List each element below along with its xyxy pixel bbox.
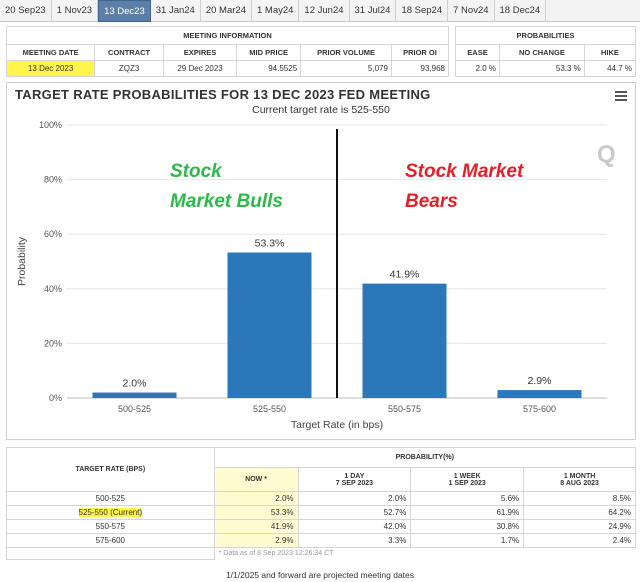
data-label: 2.0% <box>123 378 147 390</box>
col-no-change: NO CHANGE <box>499 44 585 61</box>
expires-value: 29 Dec 2023 <box>162 60 238 77</box>
hike-value: 44.7 % <box>583 60 637 77</box>
col-ease: EASE <box>454 44 501 61</box>
tab-31-jul24[interactable]: 31 Jul24 <box>350 0 397 22</box>
bar <box>362 283 447 398</box>
bears-line-1: Stock Market <box>405 161 524 182</box>
col-contract: CONTRACT <box>94 44 164 61</box>
one-day-cell: 2.0% <box>297 491 412 506</box>
col-now: NOW * <box>213 467 299 492</box>
prior-oi-value: 93,968 <box>390 60 450 77</box>
one-month-cell: 2.4% <box>523 533 636 548</box>
one-week-cell: 1.7% <box>410 533 525 548</box>
tab-12-jun24[interactable]: 12 Jun24 <box>299 0 350 22</box>
col-probability-group: PROBABILITY(%) <box>213 447 637 468</box>
table-row: 525-550 (Current) 53.3% 52.7% 61.9% 64.2% <box>6 505 636 520</box>
bears-line-2: Bears <box>405 191 458 212</box>
data-label: 2.9% <box>528 375 552 387</box>
y-axis-title: Probability <box>16 236 28 286</box>
tab-20-sep23[interactable]: 20 Sep23 <box>0 0 52 22</box>
table-row: 575-600 2.9% 3.3% 1.7% 2.4% <box>6 533 636 548</box>
footer-note: 1/1/2025 and forward are projected meeti… <box>225 570 415 580</box>
one-month-cell: 8.5% <box>523 491 636 506</box>
one-week-cell: 30.8% <box>410 519 525 534</box>
tab-7-nov24[interactable]: 7 Nov24 <box>448 0 495 22</box>
col-target-rate: TARGET RATE (BPS) <box>6 447 215 492</box>
mid-price-value: 94.5525 <box>236 60 302 77</box>
meeting-tabs: 20 Sep23 1 Nov23 13 Dec23 31 Jan24 20 Mar24 1… <box>0 0 640 22</box>
table-row: 550-575 41.9% 42.0% 30.8% 24.9% <box>6 519 636 534</box>
now-cell: 2.9% <box>213 533 299 548</box>
bar <box>92 392 177 398</box>
contract-value: ZQZ3 <box>94 60 164 77</box>
bulls-line-2: Market Bulls <box>170 191 283 212</box>
chart-menu-icon[interactable] <box>615 91 627 101</box>
probability-history-table: TARGET RATE (BPS) PROBABILITY(%) NOW * 1… <box>6 447 637 560</box>
one-day-cell: 52.7% <box>297 505 412 520</box>
no-change-value: 53.3 % <box>499 60 585 77</box>
meeting-info-title: MEETING INFORMATION <box>6 26 449 45</box>
x-tick-label: 500-525 <box>118 404 151 414</box>
col-1-day: 1 DAY 7 SEP 2023 <box>297 467 412 492</box>
tab-20-mar24[interactable]: 20 Mar24 <box>201 0 252 22</box>
probabilities-title: PROBABILITIES <box>455 26 636 45</box>
prior-volume-value: 5,079 <box>300 60 392 77</box>
data-label: 41.9% <box>390 269 420 281</box>
x-axis-title: Target Rate (in bps) <box>291 419 383 431</box>
chart-title: TARGET RATE PROBABILITIES FOR 13 DEC 202… <box>15 87 431 102</box>
col-prior-oi: PRIOR OI <box>390 44 450 61</box>
rate-cell: 550-575 <box>6 519 215 534</box>
target-rate-chart: TARGET RATE PROBABILITIES FOR 13 DEC 202… <box>6 82 636 440</box>
data-timestamp-note: * Data as of 8 Sep 2023 12:26:34 CT <box>213 547 636 560</box>
y-tick-label: 60% <box>44 229 62 239</box>
x-tick-label: 575-600 <box>523 404 556 414</box>
meeting-information-table: MEETING INFORMATION MEETING DATE CONTRAC… <box>5 26 450 77</box>
tab-18-sep24[interactable]: 18 Sep24 <box>396 0 449 22</box>
bulls-line-1: Stock <box>170 161 222 182</box>
y-tick-label: 80% <box>44 175 62 185</box>
now-cell: 53.3% <box>213 505 299 520</box>
meeting-date-value: 13 Dec 2023 <box>5 60 96 77</box>
data-label: 53.3% <box>255 237 285 249</box>
now-cell: 2.0% <box>213 491 299 506</box>
col-prior-volume: PRIOR VOLUME <box>300 44 392 61</box>
chart-subtitle: Current target rate is 525-550 <box>252 104 390 116</box>
one-week-cell: 61.9% <box>410 505 525 520</box>
bulls-annotation: Stock Market Bulls <box>170 157 283 217</box>
col-meeting-date: MEETING DATE <box>5 44 96 61</box>
x-tick-label: 550-575 <box>388 404 421 414</box>
tab-1-nov23[interactable]: 1 Nov23 <box>52 0 99 22</box>
one-month-cell: 64.2% <box>523 505 636 520</box>
rate-cell: 575-600 <box>6 533 215 548</box>
bar <box>227 252 312 398</box>
tab-13-dec23[interactable]: 13 Dec23 <box>98 0 151 22</box>
bears-annotation: Stock Market Bears <box>405 157 523 217</box>
x-tick-label: 525-550 <box>253 404 286 414</box>
table-row: 500-525 2.0% 2.0% 5.6% 8.5% <box>6 491 636 506</box>
probabilities-table: PROBABILITIES EASE NO CHANGE HIKE 2.0 % … <box>454 26 637 77</box>
y-tick-label: 20% <box>44 338 62 348</box>
ease-value: 2.0 % <box>454 60 501 77</box>
col-1-week: 1 WEEK 1 SEP 2023 <box>410 467 525 492</box>
col-1-month: 1 MONTH 8 AUG 2023 <box>523 467 636 492</box>
tab-31-jan24[interactable]: 31 Jan24 <box>151 0 201 22</box>
one-month-cell: 24.9% <box>523 519 636 534</box>
one-week-cell: 5.6% <box>410 491 525 506</box>
col-expires: EXPIRES <box>162 44 238 61</box>
tab-1-may24[interactable]: 1 May24 <box>252 0 300 22</box>
bar <box>497 390 582 398</box>
one-day-cell: 3.3% <box>297 533 412 548</box>
y-tick-label: 40% <box>44 284 62 294</box>
col-mid-price: MID PRICE <box>236 44 302 61</box>
bar-chart-svg: 0% 20% 40% 60% 80% 100% 2.0% 500-525 53.3% 525-55… <box>16 120 607 431</box>
now-cell: 41.9% <box>213 519 299 534</box>
rate-cell: 500-525 <box>6 491 215 506</box>
tab-18-dec24[interactable]: 18 Dec24 <box>495 0 547 22</box>
rate-cell: 525-550 (Current) <box>6 505 215 520</box>
y-tick-label: 0% <box>49 393 62 403</box>
one-day-cell: 42.0% <box>297 519 412 534</box>
q-logo: Q <box>597 141 616 168</box>
col-hike: HIKE <box>583 44 637 61</box>
y-tick-label: 100% <box>39 120 62 130</box>
